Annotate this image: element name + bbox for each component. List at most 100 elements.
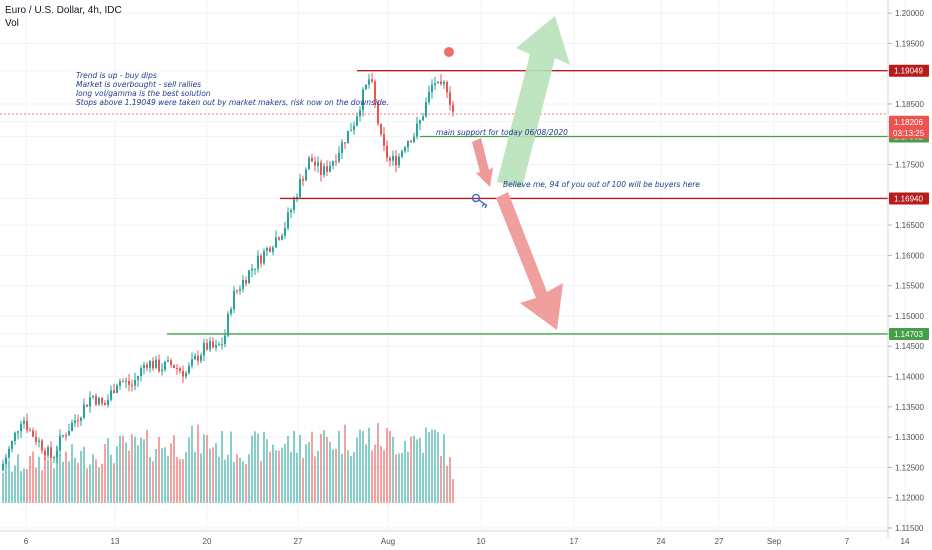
candle-body xyxy=(173,364,175,368)
candle-body xyxy=(167,360,169,362)
thesis-line: Market is overbought - sell rallies xyxy=(76,80,202,89)
volume-bar xyxy=(404,440,406,503)
volume-bar xyxy=(155,448,157,503)
candle-body xyxy=(332,161,334,166)
x-tick-label: Sep xyxy=(767,537,782,546)
volume-bar xyxy=(293,430,295,503)
volume-bars xyxy=(2,423,454,503)
candle-body xyxy=(266,247,268,252)
volume-bar xyxy=(254,431,256,503)
y-tick-label: 1.16500 xyxy=(895,221,924,230)
volume-bar xyxy=(386,428,388,503)
volume-bar xyxy=(71,444,73,503)
volume-bar xyxy=(158,436,160,503)
time-axis[interactable]: 6 13 20 27 Aug 10 17 24 27 Sep 7 14 xyxy=(24,537,910,546)
volume-bar xyxy=(125,442,127,503)
candle-body xyxy=(101,397,103,404)
buyers-note: Believe me, 94 of you out of 100 will be… xyxy=(503,180,700,189)
candle-body xyxy=(443,81,445,84)
volume-bar xyxy=(389,430,391,503)
buyer-zone-tag: 1.16940 xyxy=(889,192,929,205)
volume-bar xyxy=(65,451,67,503)
candle-body xyxy=(263,251,265,264)
x-tick-label: 13 xyxy=(111,537,120,546)
candle-body xyxy=(353,125,355,131)
price-axis[interactable]: 1.200001.195001.190491.185001.182061.179… xyxy=(888,9,924,533)
volume-bar xyxy=(152,461,154,503)
y-tick-label: 1.19500 xyxy=(895,39,924,48)
volume-bar xyxy=(68,461,70,503)
y-tick-label: 1.18500 xyxy=(895,100,924,109)
volume-bar xyxy=(29,455,31,503)
candle-body xyxy=(125,380,127,382)
candle-body xyxy=(158,359,160,372)
volume-bar xyxy=(194,451,196,503)
candle-body xyxy=(392,155,394,161)
volume-bar xyxy=(206,434,208,503)
candle-body xyxy=(197,355,199,361)
candle-body xyxy=(245,279,247,284)
candle-body xyxy=(65,435,67,437)
volume-bar xyxy=(161,448,163,503)
volume-bar xyxy=(368,427,370,503)
volume-bar xyxy=(137,445,139,503)
volume-bar xyxy=(371,450,373,503)
candle-body xyxy=(449,92,451,105)
candle-body xyxy=(2,463,4,471)
candle-body xyxy=(203,343,205,356)
candle-body xyxy=(344,142,346,144)
candle-body xyxy=(5,457,7,464)
candle-body xyxy=(191,359,193,366)
x-tick-label: 17 xyxy=(570,537,579,546)
candle-body xyxy=(419,120,421,124)
volume-bar xyxy=(86,468,88,503)
candle-body xyxy=(77,420,79,422)
candle-body xyxy=(86,404,88,407)
candle-body xyxy=(20,423,22,432)
volume-bar xyxy=(245,463,247,503)
candle-body xyxy=(440,81,442,84)
candle-body xyxy=(137,376,139,380)
candle-body xyxy=(116,385,118,393)
candle-body xyxy=(362,89,364,111)
candle-body xyxy=(62,435,64,437)
candle-body xyxy=(383,134,385,146)
candle-body xyxy=(59,435,61,451)
candle-body xyxy=(119,381,121,386)
volume-bar xyxy=(383,450,385,503)
volume-bar xyxy=(410,436,412,503)
volume-bar xyxy=(131,434,133,503)
volume-bar xyxy=(77,463,79,503)
candle-body xyxy=(425,102,427,117)
candle-body xyxy=(212,341,214,348)
volume-bar xyxy=(227,454,229,503)
candle-body xyxy=(29,429,31,431)
volume-bar xyxy=(434,429,436,503)
volume-bar xyxy=(380,446,382,503)
volume-label: Vol xyxy=(5,18,19,29)
volume-bar xyxy=(53,468,55,503)
support-note: main support for today 06/08/2020 xyxy=(436,128,568,137)
candle-body xyxy=(92,395,94,398)
candle-body xyxy=(95,395,97,405)
y-tick-label: 1.11500 xyxy=(895,524,924,533)
symbol-title: Euro / U.S. Dollar, 4h, IDC xyxy=(5,5,122,16)
volume-bar xyxy=(377,423,379,503)
candle-body xyxy=(80,417,82,421)
candle-body xyxy=(83,404,85,418)
candle-body xyxy=(380,123,382,135)
candle-body xyxy=(320,162,322,175)
volume-bar xyxy=(197,424,199,503)
candle-body xyxy=(161,369,163,372)
volume-bar xyxy=(419,437,421,503)
volume-bar xyxy=(290,452,292,503)
candle-body xyxy=(389,157,391,161)
volume-bar xyxy=(56,446,58,503)
volume-bar xyxy=(230,431,232,503)
volume-bar xyxy=(416,439,418,503)
candle-body xyxy=(44,450,46,456)
y-tick-label: 1.16000 xyxy=(895,251,924,260)
volume-bar xyxy=(257,433,259,503)
candle-body xyxy=(272,247,274,252)
volume-bar xyxy=(431,429,433,503)
